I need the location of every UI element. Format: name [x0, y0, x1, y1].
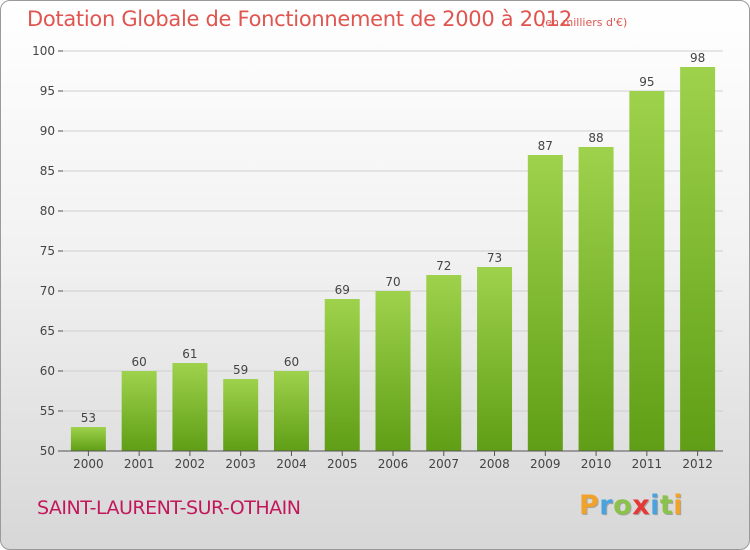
logo-letter: o: [613, 490, 633, 521]
y-tick-label: 80: [40, 204, 55, 218]
value-labels: 53 60 61 59 60 69 70 72 73 87 88 95 98: [81, 51, 706, 425]
bar-value-label: 61: [182, 347, 197, 361]
bar: [273, 371, 309, 451]
x-tick-label: 2011: [632, 457, 663, 471]
y-tick-label: 100: [32, 44, 55, 58]
bar: [426, 275, 462, 451]
y-tick-label: 50: [40, 444, 55, 458]
x-tick-label: 2001: [124, 457, 155, 471]
bar: [527, 155, 563, 451]
x-tick-label: 2007: [428, 457, 459, 471]
bar-value-label: 88: [588, 131, 603, 145]
bar: [121, 371, 157, 451]
logo-letter: t: [659, 490, 674, 521]
bar: [629, 91, 665, 451]
bar: [324, 299, 360, 451]
proxiti-logo: Proxiti: [579, 490, 683, 521]
x-axis-ticks: 2000 2001 2002 2003 2004 2005 2006 2007 2008 2009…: [73, 451, 713, 471]
x-tick-label: 2012: [682, 457, 713, 471]
commune-name: SAINT-LAURENT-SUR-OTHAIN: [37, 497, 301, 519]
x-tick-label: 2009: [530, 457, 561, 471]
logo-letter: i: [650, 490, 660, 521]
bar: [172, 363, 208, 451]
bar: [680, 67, 716, 451]
x-tick-label: 2004: [276, 457, 307, 471]
logo-letter: P: [579, 490, 600, 521]
y-tick-label: 75: [40, 244, 55, 258]
bar-value-label: 53: [81, 411, 96, 425]
logo-letter: x: [632, 490, 651, 521]
x-tick-label: 2006: [378, 457, 409, 471]
x-tick-label: 2008: [479, 457, 510, 471]
y-tick-label: 90: [40, 124, 55, 138]
chart-subtitle: (en milliers d'€): [541, 16, 628, 29]
y-axis-ticks: 50 55 60 65 70 75 80 85 90 95 100: [32, 44, 63, 458]
logo-letter: i: [673, 490, 684, 521]
bar-value-label: 72: [436, 259, 451, 273]
bar-value-label: 98: [690, 51, 705, 65]
bar-value-label: 87: [538, 139, 553, 153]
y-tick-label: 65: [40, 324, 55, 338]
x-tick-label: 2010: [581, 457, 612, 471]
bar-value-label: 60: [132, 355, 147, 369]
bar-value-label: 69: [335, 283, 350, 297]
bar: [223, 379, 259, 451]
y-tick-label: 85: [40, 164, 55, 178]
x-tick-label: 2003: [225, 457, 256, 471]
bars: [70, 67, 716, 451]
bar-value-label: 95: [639, 75, 654, 89]
y-tick-label: 60: [40, 364, 55, 378]
y-tick-label: 70: [40, 284, 55, 298]
y-tick-label: 95: [40, 84, 55, 98]
y-tick-label: 55: [40, 404, 55, 418]
bar-value-label: 70: [385, 275, 400, 289]
bar-value-label: 73: [487, 251, 502, 265]
bar: [477, 267, 513, 451]
chart-title: Dotation Globale de Fonctionnement de 20…: [27, 7, 572, 31]
bar: [578, 147, 614, 451]
bar-value-label: 60: [284, 355, 299, 369]
bar: [70, 427, 106, 451]
x-tick-label: 2005: [327, 457, 358, 471]
x-tick-label: 2002: [175, 457, 206, 471]
bar: [375, 291, 411, 451]
logo-letter: r: [599, 490, 614, 521]
bar-value-label: 59: [233, 363, 248, 377]
x-tick-label: 2000: [73, 457, 104, 471]
